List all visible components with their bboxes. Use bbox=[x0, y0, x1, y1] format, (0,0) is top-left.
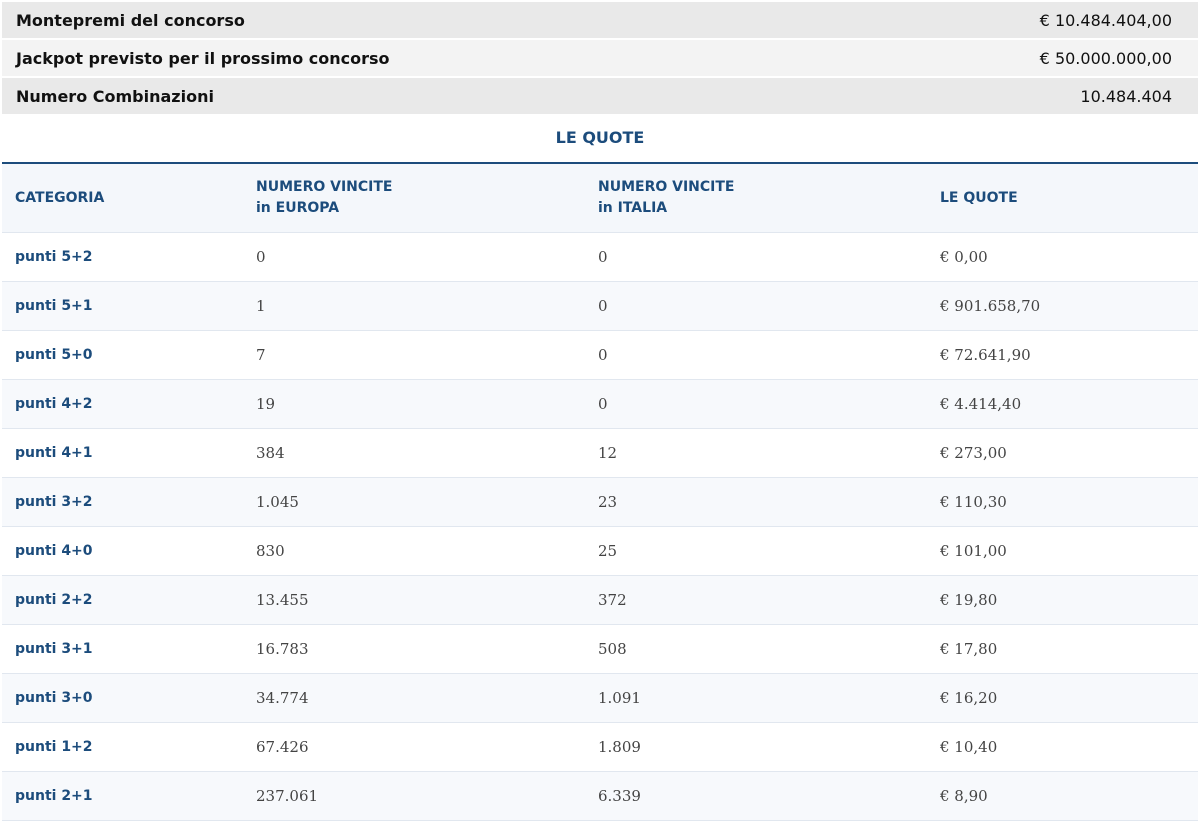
table-row: punti 4+0 830 25 € 101,00 bbox=[2, 527, 1198, 576]
table-row: punti 1+2 67.426 1.809 € 10,40 bbox=[2, 723, 1198, 772]
table-cell: 0 bbox=[598, 297, 608, 315]
table-cell: € 101,00 bbox=[940, 542, 1007, 560]
table-cell: 0 bbox=[256, 248, 266, 266]
section-title: LE QUOTE bbox=[555, 128, 645, 147]
header-cell: LE QUOTE bbox=[940, 164, 1018, 232]
table-cell: € 72.641,90 bbox=[940, 346, 1031, 364]
quote-table: CATEGORIA NUMERO VINCITE in EUROPA NUMERO V… bbox=[2, 162, 1198, 821]
table-cell: 0 bbox=[598, 248, 608, 266]
table-cell: 1.809 bbox=[598, 738, 641, 756]
header-cell: CATEGORIA bbox=[15, 164, 104, 232]
table-row: punti 3+2 1.045 23 € 110,30 bbox=[2, 478, 1198, 527]
table-cell: punti 2+1 bbox=[15, 788, 93, 804]
table-cell: 6.339 bbox=[598, 787, 641, 805]
table-cell: € 10,40 bbox=[940, 738, 998, 756]
table-row: punti 3+1 16.783 508 € 17,80 bbox=[2, 625, 1198, 674]
table-cell: 237.061 bbox=[256, 787, 319, 805]
table-cell: 19 bbox=[256, 395, 276, 413]
table-cell: € 0,00 bbox=[940, 248, 988, 266]
table-cell: 12 bbox=[598, 444, 618, 462]
summary-value: € 10.484.404,00 bbox=[1039, 10, 1172, 30]
table-row: punti 5+0 7 0 € 72.641,90 bbox=[2, 331, 1198, 380]
table-cell: 7 bbox=[256, 346, 266, 364]
table-cell: 1 bbox=[256, 297, 266, 315]
table-cell: punti 1+2 bbox=[15, 739, 93, 755]
table-cell: 13.455 bbox=[256, 591, 309, 609]
table-cell: 0 bbox=[598, 346, 608, 364]
table-cell: punti 3+2 bbox=[15, 494, 93, 510]
table-cell: € 110,30 bbox=[940, 493, 1007, 511]
table-row: punti 2+1 237.061 6.339 € 8,90 bbox=[2, 772, 1198, 821]
table-cell: punti 5+2 bbox=[15, 249, 93, 265]
table-cell: 508 bbox=[598, 640, 627, 658]
summary-label: Numero Combinazioni bbox=[16, 86, 214, 106]
table-cell: € 19,80 bbox=[940, 591, 998, 609]
table-row: punti 5+1 1 0 € 901.658,70 bbox=[2, 282, 1198, 331]
table-row: punti 4+2 19 0 € 4.414,40 bbox=[2, 380, 1198, 429]
table-row: punti 4+1 384 12 € 273,00 bbox=[2, 429, 1198, 478]
header-cell: NUMERO VINCITE in ITALIA bbox=[598, 164, 735, 232]
table-cell: punti 3+0 bbox=[15, 690, 93, 706]
summary-row: Jackpot previsto per il prossimo concors… bbox=[2, 40, 1198, 76]
table-cell: punti 2+2 bbox=[15, 592, 93, 608]
table-cell: € 8,90 bbox=[940, 787, 988, 805]
table-cell: punti 4+2 bbox=[15, 396, 93, 412]
table-row: punti 5+2 0 0 € 0,00 bbox=[2, 233, 1198, 282]
table-cell: 1.045 bbox=[256, 493, 299, 511]
table-cell: € 17,80 bbox=[940, 640, 998, 658]
header-text: in ITALIA bbox=[598, 200, 668, 216]
summary-row: Montepremi del concorso € 10.484.404,00 bbox=[2, 2, 1198, 38]
table-cell: 372 bbox=[598, 591, 627, 609]
table-cell: 384 bbox=[256, 444, 285, 462]
table-cell: € 901.658,70 bbox=[940, 297, 1041, 315]
table-cell: 16.783 bbox=[256, 640, 309, 658]
summary-label: Montepremi del concorso bbox=[16, 10, 245, 30]
summary-row: Numero Combinazioni 10.484.404 bbox=[2, 78, 1198, 114]
table-row: punti 3+0 34.774 1.091 € 16,20 bbox=[2, 674, 1198, 723]
table-cell: 0 bbox=[598, 395, 608, 413]
table-cell: 23 bbox=[598, 493, 618, 511]
header-text: CATEGORIA bbox=[15, 189, 105, 206]
table-cell: punti 4+0 bbox=[15, 543, 93, 559]
header-text: NUMERO VINCITE bbox=[256, 179, 393, 195]
summary-value: € 50.000.000,00 bbox=[1039, 48, 1172, 68]
table-cell: punti 5+0 bbox=[15, 347, 93, 363]
table-cell: 1.091 bbox=[598, 689, 641, 707]
table-row: punti 2+2 13.455 372 € 19,80 bbox=[2, 576, 1198, 625]
table-cell: € 4.414,40 bbox=[940, 395, 1022, 413]
table-cell: 25 bbox=[598, 542, 618, 560]
table-cell: € 16,20 bbox=[940, 689, 998, 707]
table-cell: 67.426 bbox=[256, 738, 309, 756]
table-cell: punti 3+1 bbox=[15, 641, 93, 657]
table-cell: punti 4+1 bbox=[15, 445, 93, 461]
header-row: CATEGORIA NUMERO VINCITE in EUROPA NUMERO V… bbox=[2, 164, 1198, 233]
header-text: LE QUOTE bbox=[940, 189, 1018, 206]
table-cell: 830 bbox=[256, 542, 285, 560]
summary-value: 10.484.404 bbox=[1080, 86, 1172, 106]
table-cell: € 273,00 bbox=[940, 444, 1007, 462]
header-text: in EUROPA bbox=[256, 200, 340, 216]
header-text: NUMERO VINCITE bbox=[598, 179, 735, 195]
table-cell: punti 5+1 bbox=[15, 298, 93, 314]
summary-label: Jackpot previsto per il prossimo concors… bbox=[16, 48, 390, 68]
table-cell: 34.774 bbox=[256, 689, 309, 707]
header-cell: NUMERO VINCITE in EUROPA bbox=[256, 164, 393, 232]
